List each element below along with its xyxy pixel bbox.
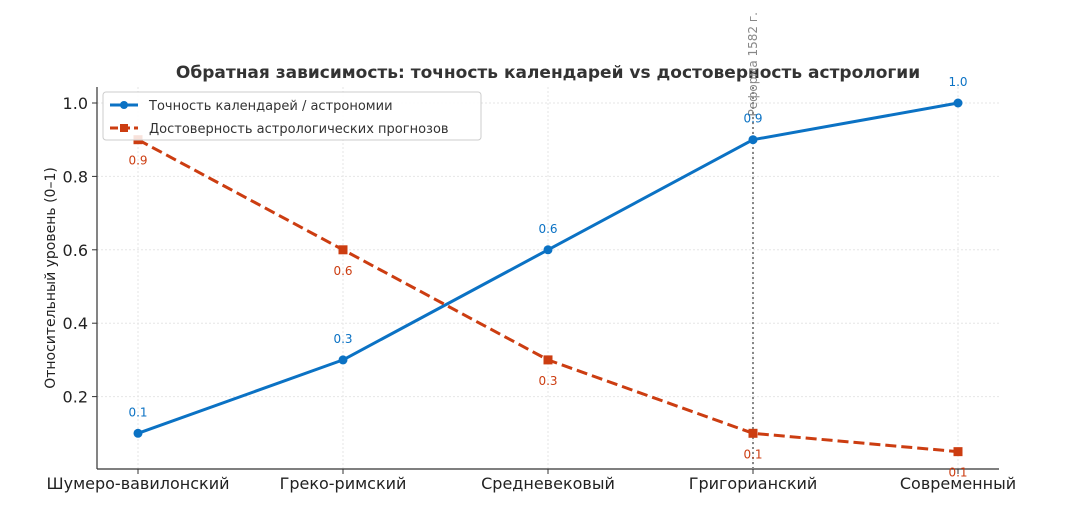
legend-label: Достоверность астрологических прогнозов	[149, 122, 449, 137]
x-tick-label: Средневековый	[481, 474, 615, 493]
data-point	[338, 245, 348, 255]
data-point	[133, 428, 143, 438]
grid	[97, 87, 999, 469]
legend-label: Точность календарей / астрономии	[148, 99, 393, 114]
y-tick-label: 0.2	[63, 388, 88, 407]
data-point	[748, 135, 758, 145]
data-label: 0.1	[743, 447, 762, 461]
data-label: 0.6	[538, 222, 557, 236]
data-point	[543, 355, 553, 365]
x-tick-label: Греко-римский	[280, 474, 407, 493]
data-point	[953, 98, 963, 108]
data-point	[338, 355, 348, 365]
x-tick-label: Григорианский	[689, 474, 818, 493]
x-ticks: Шумеро-вавилонский Греко-римский Средневек…	[46, 469, 1016, 493]
y-axis-label: Относительный уровень (0–1)	[43, 167, 59, 389]
y-tick-label: 0.6	[63, 241, 88, 260]
data-labels: 0.1 0.3 0.6 0.9 1.0 0.9 0.6 0.3 0.1 0.1	[128, 75, 967, 480]
reform-annotation: Реформа 1582 г.	[746, 12, 760, 117]
data-point	[953, 447, 963, 457]
y-tick-label: 1.0	[63, 94, 88, 113]
data-label: 0.1	[128, 405, 147, 419]
series	[133, 98, 963, 457]
data-label: 1.0	[948, 75, 967, 89]
data-point	[543, 245, 553, 255]
y-tick-label: 0.8	[63, 167, 88, 186]
data-label: 0.3	[333, 332, 352, 346]
x-tick-label: Современный	[900, 474, 1016, 493]
chart-title: Обратная зависимость: точность календаре…	[176, 63, 920, 83]
y-ticks: 0.2 0.4 0.6 0.8 1.0	[63, 94, 97, 407]
data-label: 0.3	[538, 374, 557, 388]
data-label: 0.9	[128, 154, 147, 168]
annotations: Реформа 1582 г.	[746, 12, 760, 469]
legend-swatch-marker	[120, 101, 128, 109]
data-label: 0.9	[743, 112, 762, 126]
y-tick-label: 0.4	[63, 314, 88, 333]
legend-box	[102, 91, 482, 141]
legend-swatch-marker	[120, 124, 128, 132]
legend: Точность календарей / астрономии Достовер…	[102, 91, 482, 141]
x-tick-label: Шумеро-вавилонский	[46, 474, 229, 493]
data-label: 0.1	[948, 466, 967, 480]
data-label: 0.6	[333, 264, 352, 278]
data-point	[748, 428, 758, 438]
